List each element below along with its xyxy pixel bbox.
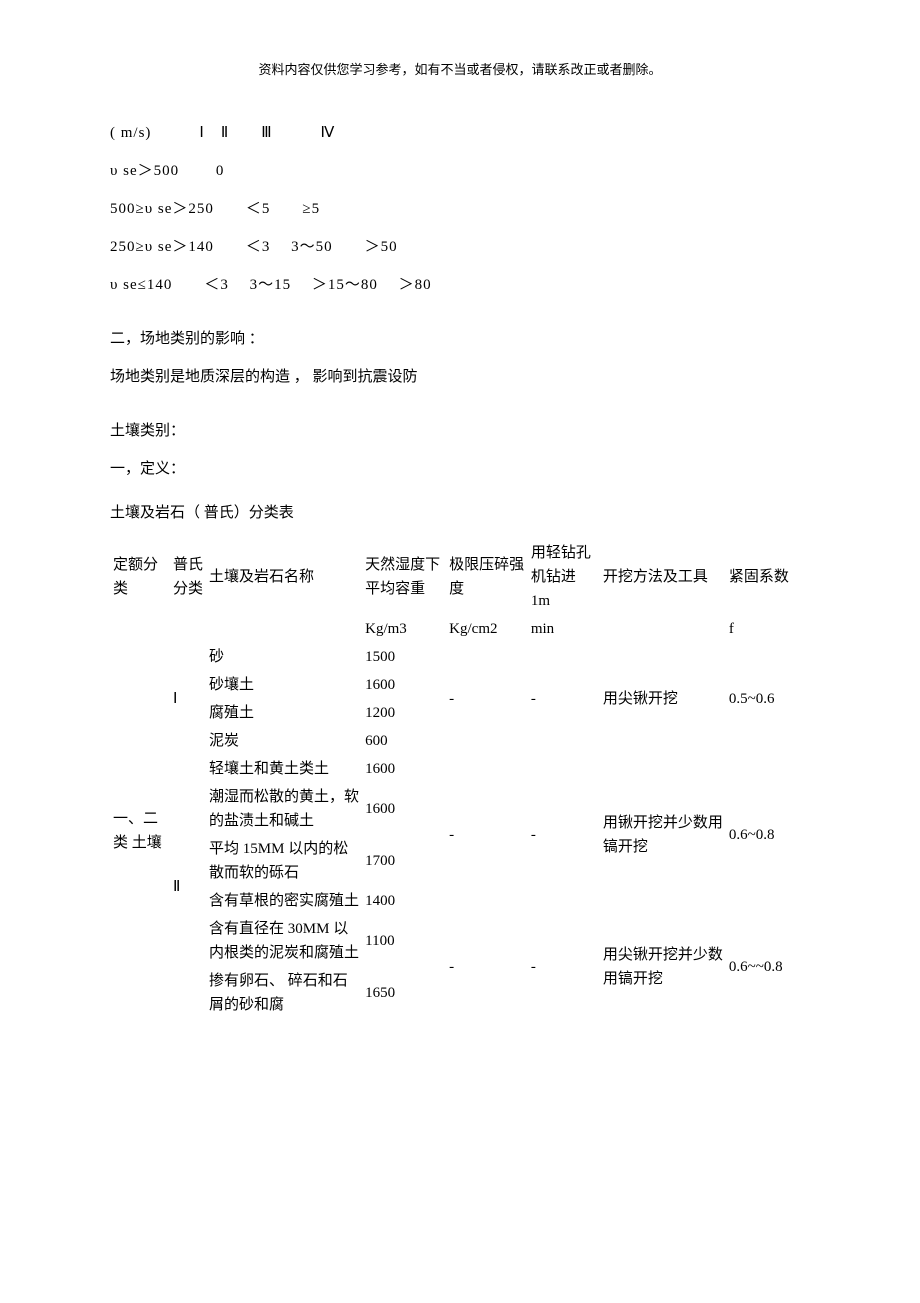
soil-weight: 1200 xyxy=(362,699,446,727)
fangfa-1: 用尖锹开挖 xyxy=(600,643,726,755)
soil-name: 砂 xyxy=(206,643,362,671)
soil-name: 轻壤土和黄土类土 xyxy=(206,755,362,783)
table-unit-row: Kg/m3 Kg/cm2 min f xyxy=(110,615,810,643)
soil-name: 潮湿而松散的黄土，软的盐渍土和碱土 xyxy=(206,783,362,835)
soil-weight: 1400 xyxy=(362,887,446,915)
th-dingfen: 定额分类 xyxy=(110,539,170,615)
soil-weight: 1100 xyxy=(362,915,446,967)
soil-name: 平均 15MM 以内的松散而软的砾石 xyxy=(206,835,362,887)
soil-weight: 1500 xyxy=(362,643,446,671)
velocity-header-row: ( m/s) Ⅰ Ⅱ Ⅲ Ⅳ xyxy=(110,121,810,145)
soil-weight: 1700 xyxy=(362,835,446,887)
unit-zuankong: min xyxy=(528,615,600,643)
soil-name: 砂壤土 xyxy=(206,671,362,699)
unit-xishu: f xyxy=(726,615,810,643)
table-row: 一、二类 土壤 Ⅰ 砂 1500 - - 用尖锹开挖 0.5~0.6 xyxy=(110,643,810,671)
th-qiangdu: 极限压碎强度 xyxy=(446,539,528,615)
dash-cell: - xyxy=(528,915,600,1019)
soil-weight: 600 xyxy=(362,727,446,755)
unit-qiangdu: Kg/cm2 xyxy=(446,615,528,643)
dingfen-group-1: 一、二类 土壤 xyxy=(110,643,170,1019)
dash-cell: - xyxy=(446,643,528,755)
soil-name: 含有直径在 30MM 以内根类的泥炭和腐殖土 xyxy=(206,915,362,967)
dash-cell: - xyxy=(528,643,600,755)
soil-name: 腐殖土 xyxy=(206,699,362,727)
th-fangfa: 开挖方法及工具 xyxy=(600,539,726,615)
table-title: 土壤及岩石（ 普氏）分类表 xyxy=(110,501,810,525)
table-row: 含有直径在 30MM 以内根类的泥炭和腐殖土 1100 - - 用尖锹开挖并少数… xyxy=(110,915,810,967)
velocity-row-1: υ se＞500 0 xyxy=(110,159,810,183)
th-pushi: 普氏分类 xyxy=(170,539,206,615)
xishu-2: 0.6~0.8 xyxy=(726,755,810,915)
table-row: Ⅱ 轻壤土和黄土类土 1600 - - 用锹开挖并少数用镐开挖 0.6~0.8 xyxy=(110,755,810,783)
soil-name: 掺有卵石、 碎石和石屑的砂和腐 xyxy=(206,967,362,1019)
soil-name: 泥炭 xyxy=(206,727,362,755)
soil-weight: 1650 xyxy=(362,967,446,1019)
velocity-row-2: 500≥υ se＞250 ＜5 ≥5 xyxy=(110,197,810,221)
fangfa-2: 用锹开挖并少数用镐开挖 xyxy=(600,755,726,915)
velocity-row-4: υ se≤140 ＜3 3～15 ＞15～80 ＞80 xyxy=(110,273,810,297)
velocity-section: ( m/s) Ⅰ Ⅱ Ⅲ Ⅳ υ se＞500 0 500≥υ se＞250 ＜… xyxy=(110,121,810,297)
table-header-row: 定额分类 普氏分类 土壤及岩石名称 天然湿度下平均容重 极限压碎强度 用轻钻孔机… xyxy=(110,539,810,615)
th-rongzhong: 天然湿度下平均容重 xyxy=(362,539,446,615)
dash-cell: - xyxy=(446,915,528,1019)
th-zuankong: 用轻钻孔机钻进 1m xyxy=(528,539,600,615)
soil-table: 定额分类 普氏分类 土壤及岩石名称 天然湿度下平均容重 极限压碎强度 用轻钻孔机… xyxy=(110,539,810,1019)
xishu-1: 0.5~0.6 xyxy=(726,643,810,755)
site-heading: 二，场地类别的影响 ： xyxy=(110,327,810,351)
dash-cell: - xyxy=(446,755,528,915)
soil-name: 含有草根的密实腐殖土 xyxy=(206,887,362,915)
page-header: 资料内容仅供您学习参考，如有不当或者侵权，请联系改正或者删除。 xyxy=(110,60,810,81)
soil-weight: 1600 xyxy=(362,755,446,783)
fangfa-3: 用尖锹开挖并少数用镐开挖 xyxy=(600,915,726,1019)
th-xishu: 紧固系数 xyxy=(726,539,810,615)
site-text: 场地类别是地质深层的构造 ， 影响到抗震设防 xyxy=(110,365,810,389)
soil-heading: 土壤类别： xyxy=(110,419,810,443)
xishu-3: 0.6~~0.8 xyxy=(726,915,810,1019)
pushi-II: Ⅱ xyxy=(170,755,206,1019)
th-name: 土壤及岩石名称 xyxy=(206,539,362,615)
soil-weight: 1600 xyxy=(362,783,446,835)
pushi-I: Ⅰ xyxy=(170,643,206,755)
dash-cell: - xyxy=(528,755,600,915)
soil-def: 一，定义： xyxy=(110,457,810,481)
velocity-row-3: 250≥υ se＞140 ＜3 3～50 ＞50 xyxy=(110,235,810,259)
soil-weight: 1600 xyxy=(362,671,446,699)
unit-rongzhong: Kg/m3 xyxy=(362,615,446,643)
